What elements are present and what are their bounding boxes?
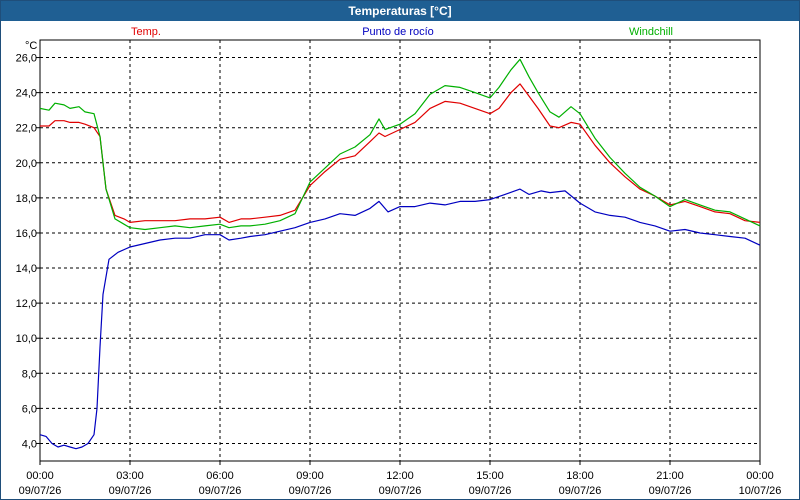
legend-entry: Windchill bbox=[629, 26, 673, 38]
y-tick-label: 8,0 bbox=[22, 368, 37, 380]
x-axis-ticks: 00:00 09/07/26 03:00 09/07/26 06:00 09/07/26 0… bbox=[19, 461, 782, 497]
x-tick-time: 00:00 bbox=[746, 470, 774, 482]
y-tick-label: 4,0 bbox=[22, 438, 37, 450]
x-tick-date: 09/07/26 bbox=[19, 485, 62, 497]
series-line bbox=[39, 58, 761, 231]
x-tick-time: 09:00 bbox=[296, 470, 324, 482]
x-tick-date: 09/07/26 bbox=[109, 485, 152, 497]
x-tick-date: 09/07/26 bbox=[379, 485, 422, 497]
window-title: Temperaturas [°C] bbox=[1, 1, 799, 21]
x-tick-time: 03:00 bbox=[116, 470, 144, 482]
y-tick-label: 6,0 bbox=[22, 403, 37, 415]
x-tick-date: 10/07/26 bbox=[739, 485, 782, 497]
y-tick-label: 24,0 bbox=[16, 88, 37, 100]
grid bbox=[40, 40, 760, 461]
series-line bbox=[40, 83, 761, 223]
x-tick-time: 06:00 bbox=[206, 470, 234, 482]
x-tick-time: 18:00 bbox=[566, 470, 594, 482]
x-tick-time: 12:00 bbox=[386, 470, 414, 482]
series-line bbox=[39, 188, 761, 450]
x-tick-date: 09/07/26 bbox=[649, 485, 692, 497]
y-tick-label: 20,0 bbox=[16, 158, 37, 170]
y-axis-label: °C bbox=[25, 40, 37, 52]
x-tick-date: 09/07/26 bbox=[289, 485, 332, 497]
x-tick-date: 09/07/26 bbox=[559, 485, 602, 497]
y-tick-label: 10,0 bbox=[16, 333, 37, 345]
y-tick-label: 26,0 bbox=[16, 53, 37, 65]
series-lines bbox=[39, 58, 761, 450]
y-tick-label: 16,0 bbox=[16, 228, 37, 240]
y-tick-label: 18,0 bbox=[16, 193, 37, 205]
y-tick-label: 22,0 bbox=[16, 123, 37, 135]
legend-entry: Punto de rocío bbox=[362, 26, 434, 38]
legend: Temp. Punto de rocío Windchill bbox=[131, 26, 673, 38]
y-tick-label: 12,0 bbox=[16, 298, 37, 310]
x-tick-time: 15:00 bbox=[476, 470, 504, 482]
y-tick-label: 14,0 bbox=[16, 263, 37, 275]
x-tick-time: 00:00 bbox=[26, 470, 54, 482]
x-tick-date: 09/07/26 bbox=[199, 485, 242, 497]
legend-entry: Temp. bbox=[131, 26, 161, 38]
y-axis-ticks: 26,0 24,0 22,0 20,0 18,0 16,0 14,0 12,0 10,0 8,0 6… bbox=[16, 53, 40, 450]
x-tick-date: 09/07/26 bbox=[469, 485, 512, 497]
x-tick-time: 21:00 bbox=[656, 470, 684, 482]
